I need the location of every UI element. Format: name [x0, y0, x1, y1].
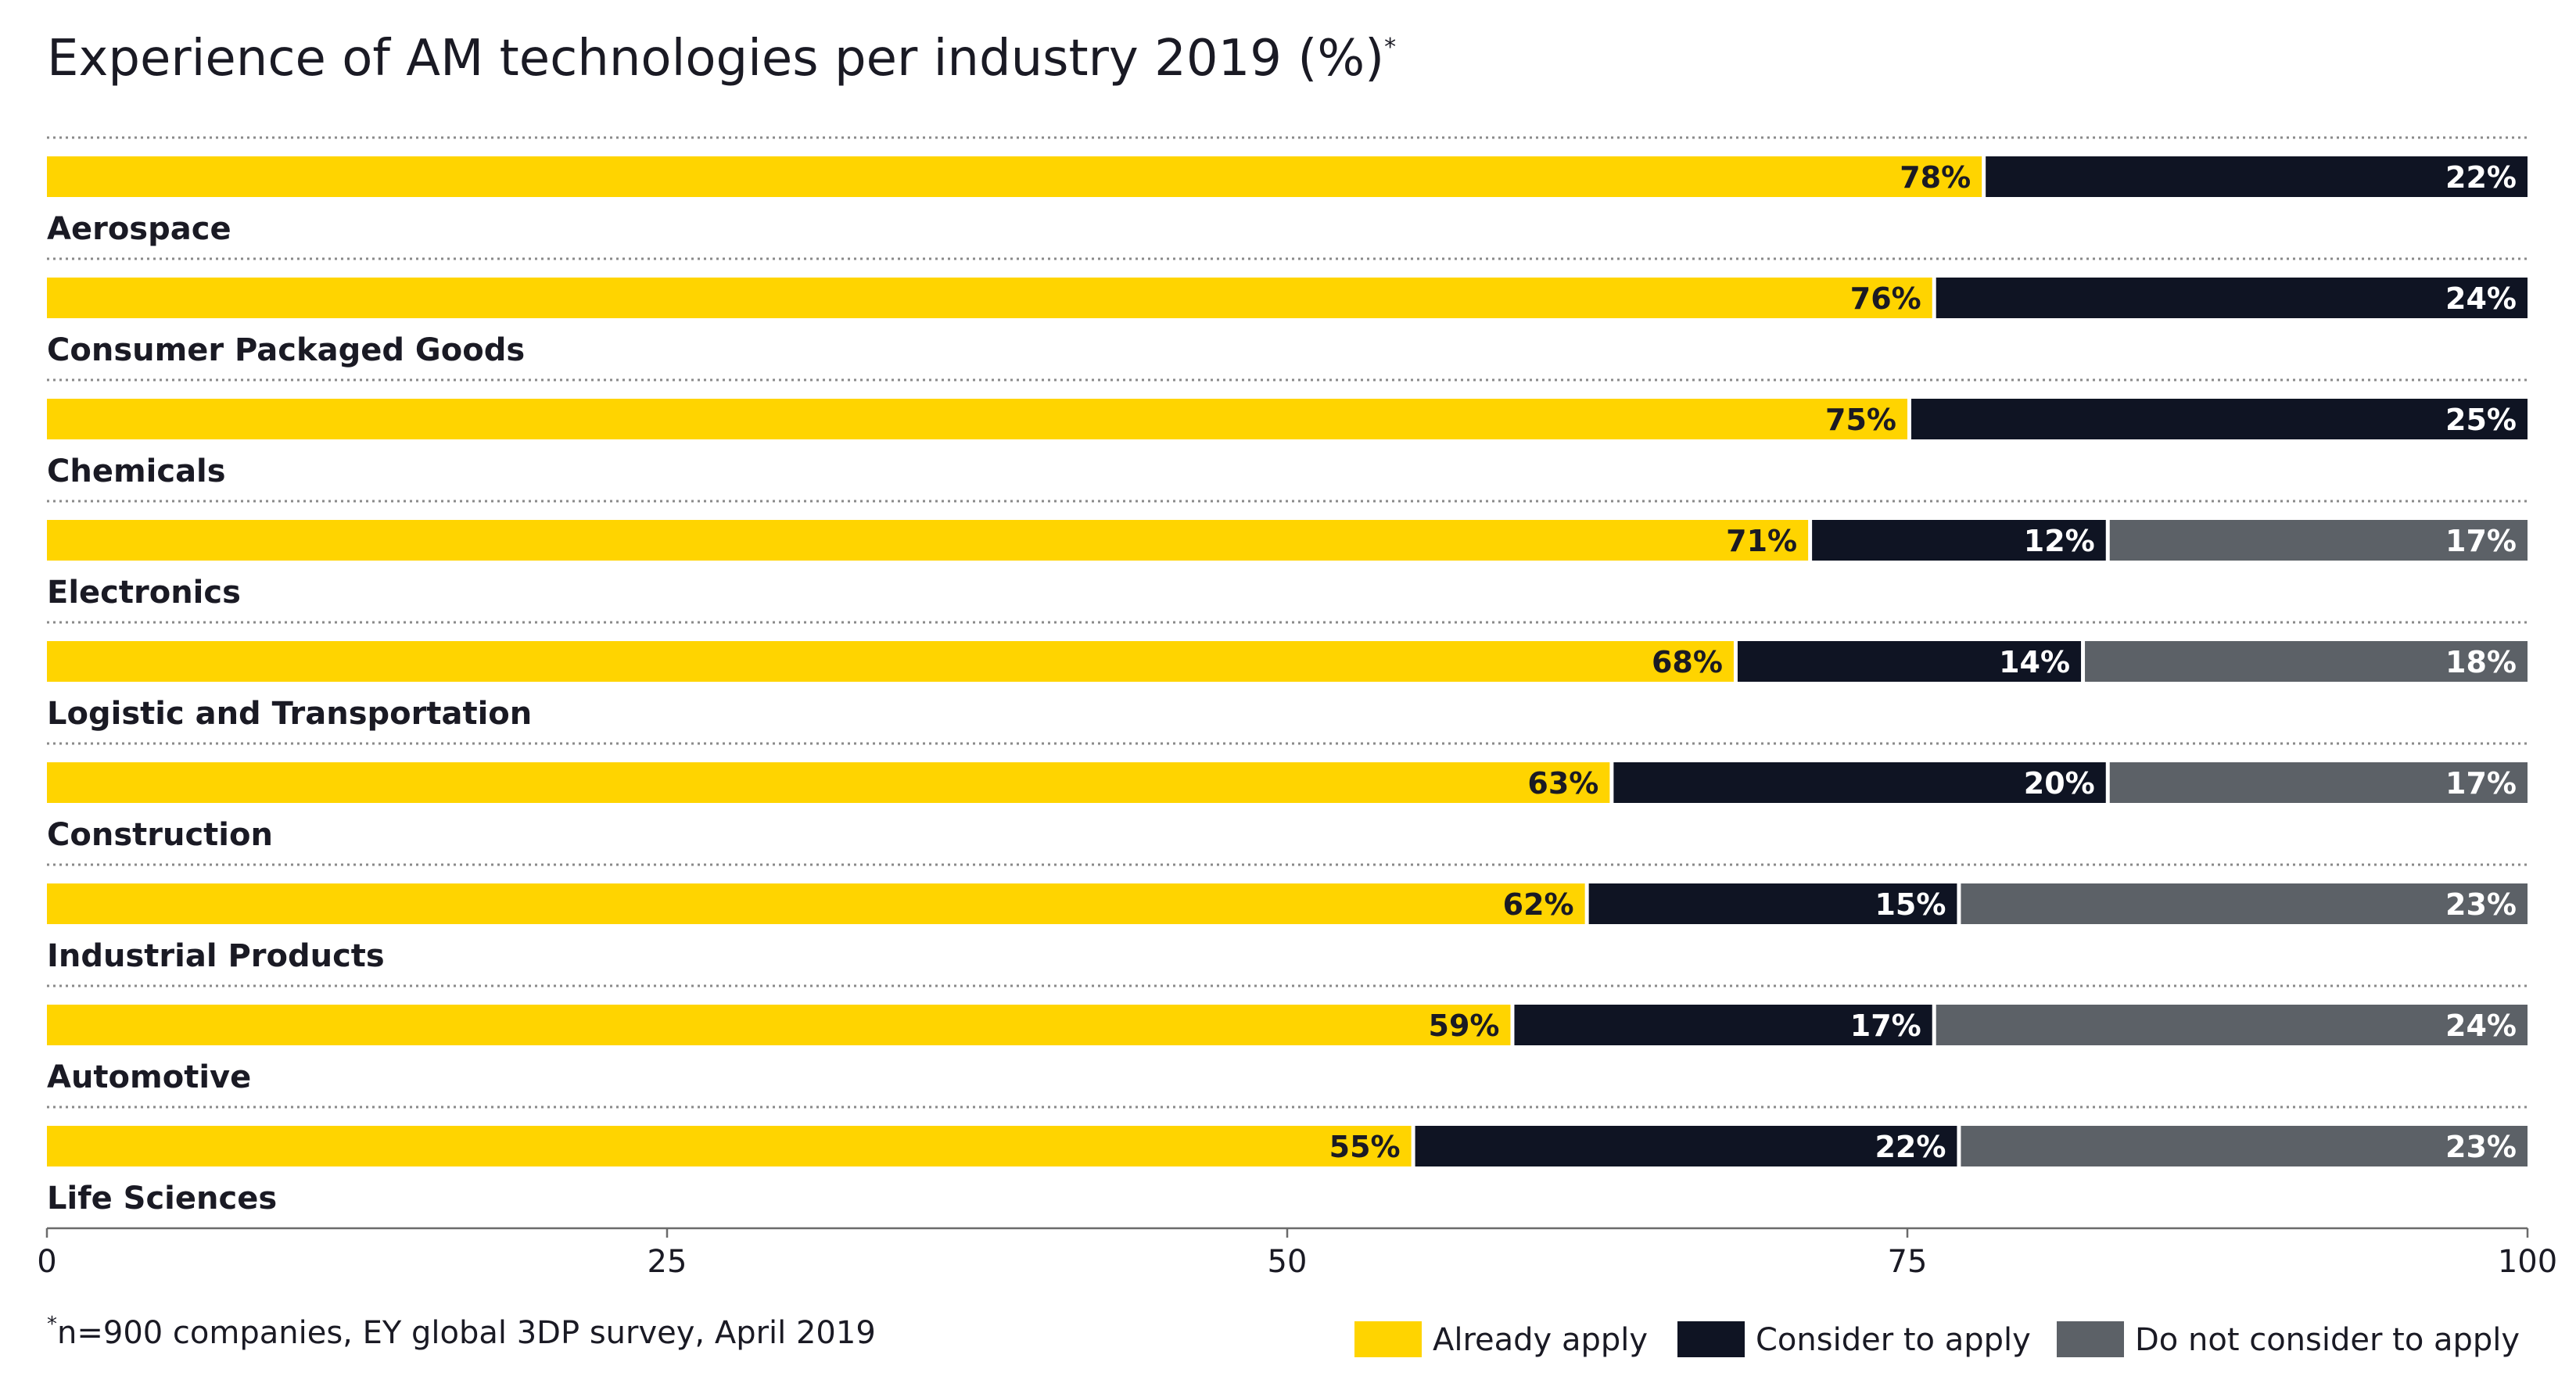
value-label-aerospace-consider-to-apply: 22% — [2445, 160, 2517, 195]
value-label-logistic-and-transportation-do-not-consider-to-apply: 18% — [2445, 645, 2517, 679]
value-label-life-sciences-do-not-consider-to-apply: 23% — [2445, 1130, 2517, 1164]
x-axis: 0 25 50 75 100 — [37, 1227, 2557, 1280]
category-label-logistic-and-transportation: Logistic and Transportation — [47, 696, 532, 732]
bar-automotive-do-not-consider-to-apply — [1936, 1005, 2528, 1045]
legend-swatch-do-not-consider-to-apply — [2057, 1321, 2124, 1357]
legend-label-already-apply: Already apply — [1433, 1322, 1648, 1358]
bar-automotive-already-apply — [47, 1005, 1511, 1045]
x-tick-label-0: 0 — [37, 1244, 56, 1280]
bar-row-automotive: 59% 17% 24% Automotive — [47, 984, 2528, 1095]
bar-chemicals-consider-to-apply — [1911, 399, 2528, 439]
bar-aerospace-consider-to-apply — [1986, 156, 2528, 197]
bar-life-sciences-do-not-consider-to-apply — [1961, 1126, 2528, 1166]
bar-row-electronics: 71% 12% 17% Electronics — [47, 500, 2528, 611]
bar-electronics-do-not-consider-to-apply — [2109, 520, 2528, 561]
value-label-automotive-already-apply: 59% — [1429, 1009, 1500, 1043]
legend-swatch-already-apply — [1354, 1321, 1422, 1357]
bar-electronics-consider-to-apply — [1812, 520, 2106, 561]
bar-row-aerospace: 78% 22% Aerospace — [47, 136, 2528, 247]
bar-life-sciences-consider-to-apply — [1415, 1126, 1957, 1166]
bar-logistic-and-transportation-do-not-consider-to-apply — [2085, 641, 2528, 682]
category-label-construction: Construction — [47, 817, 273, 853]
bar-logistic-and-transportation-already-apply — [47, 641, 1734, 682]
value-label-construction-already-apply: 63% — [1527, 766, 1598, 801]
bar-row-logistic-and-transportation: 68% 14% 18% Logistic and Transportation — [47, 621, 2528, 732]
legend-item-do-not-consider-to-apply: Do not consider to apply — [2057, 1321, 2520, 1358]
value-label-industrial-products-consider-to-apply: 15% — [1875, 887, 1946, 922]
category-label-life-sciences: Life Sciences — [47, 1181, 277, 1217]
bar-consumer-packaged-goods-already-apply — [47, 278, 1932, 318]
value-label-aerospace-already-apply: 78% — [1900, 160, 1971, 195]
chart-title: Experience of AM technologies per indust… — [47, 30, 1396, 88]
bar-row-industrial-products: 62% 15% 23% Industrial Products — [47, 863, 2528, 974]
x-tick-label-50: 50 — [1268, 1244, 1308, 1280]
bar-chemicals-already-apply — [47, 399, 1907, 439]
bar-consumer-packaged-goods-consider-to-apply — [1936, 278, 2528, 318]
footnote: *n=900 companies, EY global 3DP survey, … — [47, 1313, 876, 1351]
value-label-electronics-do-not-consider-to-apply: 17% — [2445, 524, 2517, 558]
value-label-electronics-consider-to-apply: 12% — [2024, 524, 2095, 558]
bar-electronics-already-apply — [47, 520, 1809, 561]
bar-industrial-products-already-apply — [47, 883, 1585, 924]
value-label-life-sciences-consider-to-apply: 22% — [1875, 1130, 1946, 1164]
chart-title-marker: * — [1384, 34, 1396, 61]
footnote-marker: * — [47, 1313, 57, 1336]
category-label-chemicals: Chemicals — [47, 453, 226, 489]
bar-industrial-products-do-not-consider-to-apply — [1961, 883, 2528, 924]
bar-logistic-and-transportation-consider-to-apply — [1737, 641, 2082, 682]
value-label-automotive-do-not-consider-to-apply: 24% — [2445, 1009, 2517, 1043]
bar-rows: 78% 22% Aerospace 76% 24% Consumer Packaged G… — [47, 136, 2528, 1217]
value-label-logistic-and-transportation-consider-to-apply: 14% — [1999, 645, 2070, 679]
x-tick-label-75: 75 — [1888, 1244, 1928, 1280]
bar-row-chemicals: 75% 25% Chemicals — [47, 378, 2528, 489]
bar-automotive-consider-to-apply — [1514, 1005, 1932, 1045]
value-label-construction-do-not-consider-to-apply: 17% — [2445, 766, 2517, 801]
value-label-industrial-products-do-not-consider-to-apply: 23% — [2445, 887, 2517, 922]
value-label-construction-consider-to-apply: 20% — [2024, 766, 2095, 801]
bar-construction-consider-to-apply — [1613, 762, 2106, 803]
value-label-consumer-packaged-goods-consider-to-apply: 24% — [2445, 281, 2517, 316]
legend: Already apply Consider to apply Do not con… — [1354, 1321, 2520, 1358]
chart-title-text: Experience of AM technologies per indust… — [47, 30, 1384, 88]
value-label-consumer-packaged-goods-already-apply: 76% — [1850, 281, 1921, 316]
chart-footer: *n=900 companies, EY global 3DP survey, … — [47, 1313, 876, 1351]
x-tick-label-25: 25 — [648, 1244, 687, 1280]
category-label-electronics: Electronics — [47, 575, 241, 611]
value-label-electronics-already-apply: 71% — [1726, 524, 1797, 558]
value-label-life-sciences-already-apply: 55% — [1329, 1130, 1401, 1164]
legend-swatch-consider-to-apply — [1677, 1321, 1745, 1357]
value-label-automotive-consider-to-apply: 17% — [1850, 1009, 1921, 1043]
legend-item-consider-to-apply: Consider to apply — [1677, 1321, 2031, 1358]
value-label-chemicals-already-apply: 75% — [1825, 403, 1896, 437]
category-label-consumer-packaged-goods: Consumer Packaged Goods — [47, 332, 525, 368]
value-label-chemicals-consider-to-apply: 25% — [2445, 403, 2517, 437]
bar-aerospace-already-apply — [47, 156, 1982, 197]
bar-row-construction: 63% 20% 17% Construction — [47, 742, 2528, 853]
footnote-text: n=900 companies, EY global 3DP survey, A… — [57, 1315, 876, 1351]
value-label-logistic-and-transportation-already-apply: 68% — [1652, 645, 1723, 679]
x-tick-label-100: 100 — [2498, 1244, 2557, 1280]
bar-row-consumer-packaged-goods: 76% 24% Consumer Packaged Goods — [47, 257, 2528, 368]
legend-item-already-apply: Already apply — [1354, 1321, 1648, 1358]
category-label-aerospace: Aerospace — [47, 211, 231, 247]
bar-life-sciences-already-apply — [47, 1126, 1412, 1166]
category-label-automotive: Automotive — [47, 1059, 251, 1095]
legend-label-do-not-consider-to-apply: Do not consider to apply — [2135, 1322, 2520, 1358]
value-label-industrial-products-already-apply: 62% — [1503, 887, 1574, 922]
bar-industrial-products-consider-to-apply — [1588, 883, 1957, 924]
bar-row-life-sciences: 55% 22% 23% Life Sciences — [47, 1106, 2528, 1217]
bar-construction-already-apply — [47, 762, 1610, 803]
category-label-industrial-products: Industrial Products — [47, 938, 385, 974]
bar-construction-do-not-consider-to-apply — [2109, 762, 2528, 803]
legend-label-consider-to-apply: Consider to apply — [1756, 1322, 2031, 1358]
